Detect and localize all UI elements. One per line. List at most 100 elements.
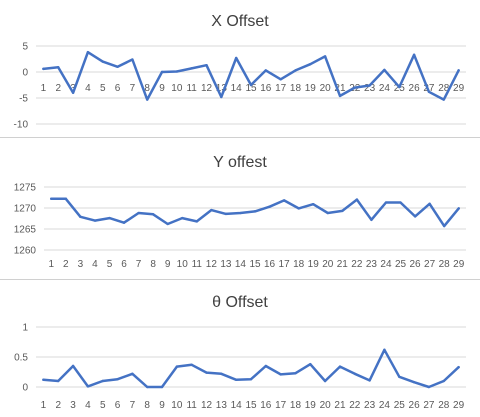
x-tick-label: 15 xyxy=(245,400,257,411)
x-tick-label: 17 xyxy=(275,83,287,94)
y-tick-label: 0 xyxy=(22,383,28,394)
data-point xyxy=(65,198,67,200)
x-tick-label: 10 xyxy=(171,400,183,411)
x-tick-label: 1 xyxy=(48,259,54,270)
x-tick-label: 18 xyxy=(293,259,305,270)
x-tick-label: 8 xyxy=(150,259,156,270)
x-tick-label: 6 xyxy=(115,400,121,411)
data-point xyxy=(339,365,341,367)
data-point xyxy=(297,207,299,209)
data-point xyxy=(383,349,385,351)
data-point xyxy=(166,223,168,225)
data-point xyxy=(181,217,183,219)
data-point xyxy=(87,385,89,387)
data-point xyxy=(413,54,415,56)
x-tick-label: 18 xyxy=(290,400,302,411)
x-tick-label: 2 xyxy=(55,83,61,94)
data-point xyxy=(370,219,372,221)
x-tick-label: 18 xyxy=(290,83,302,94)
data-point xyxy=(428,203,430,205)
x-tick-label: 9 xyxy=(165,259,171,270)
data-point xyxy=(398,86,400,88)
data-point xyxy=(190,67,192,69)
x-tick-label: 21 xyxy=(334,400,346,411)
data-point xyxy=(146,386,148,388)
theta-offset-chart: θ Offset 10.501 2 3 4 5 6 7 8 9 10 11 12 13 14 15 16 17 1… xyxy=(14,294,466,411)
x-tick-label: 2 xyxy=(55,400,61,411)
series-line xyxy=(43,350,458,387)
x-tick-label: 5 xyxy=(100,83,106,94)
x-tick-label: 25 xyxy=(395,259,407,270)
x-tick-label: 14 xyxy=(235,259,247,270)
x-tick-label: 3 xyxy=(78,259,84,270)
data-point xyxy=(457,69,459,71)
chart-title: X Offset xyxy=(211,13,269,30)
x-tick-label: 3 xyxy=(70,400,76,411)
data-point xyxy=(254,210,256,212)
x-tick-label: 24 xyxy=(379,83,391,94)
x-tick-label: 16 xyxy=(260,400,272,411)
y-tick-label: 0.5 xyxy=(14,353,28,364)
data-point xyxy=(324,380,326,382)
data-point xyxy=(116,66,118,68)
x-tick-label: 17 xyxy=(279,259,291,270)
x-tick-label: 20 xyxy=(320,400,332,411)
data-point xyxy=(235,379,237,381)
x-tick-label: 23 xyxy=(366,259,378,270)
x-tick-label: 8 xyxy=(144,400,150,411)
x-offset-chart: X Offset 50-5-101 2 3 4 5 6 7 8 9 10 11 12 13 14 15 16 1… xyxy=(14,13,466,131)
data-point xyxy=(341,210,343,212)
data-point xyxy=(279,373,281,375)
x-tick-label: 11 xyxy=(186,83,197,94)
x-tick-label: 17 xyxy=(275,400,287,411)
x-tick-label: 5 xyxy=(107,259,113,270)
data-point xyxy=(443,380,445,382)
data-point xyxy=(42,379,44,381)
x-tick-label: 4 xyxy=(92,259,98,270)
data-point xyxy=(72,92,74,94)
data-point xyxy=(123,222,125,224)
y-tick-label: 1265 xyxy=(14,225,37,236)
data-point xyxy=(108,217,110,219)
data-point xyxy=(250,84,252,86)
x-tick-label: 7 xyxy=(136,259,142,270)
x-tick-label: 16 xyxy=(264,259,276,270)
x-tick-label: 11 xyxy=(186,400,197,411)
x-tick-label: 7 xyxy=(130,400,136,411)
x-tick-label: 15 xyxy=(249,259,261,270)
data-point xyxy=(57,380,59,382)
x-tick-label: 24 xyxy=(380,259,392,270)
data-point xyxy=(413,381,415,383)
x-tick-label: 9 xyxy=(159,83,165,94)
x-tick-label: 10 xyxy=(177,259,189,270)
x-tick-label: 1 xyxy=(41,83,47,94)
data-point xyxy=(354,86,356,88)
data-point xyxy=(443,225,445,227)
x-tick-label: 14 xyxy=(231,400,243,411)
x-tick-label: 12 xyxy=(201,400,213,411)
data-point xyxy=(190,364,192,366)
data-point xyxy=(176,70,178,72)
x-tick-label: 16 xyxy=(260,83,272,94)
data-point xyxy=(102,380,104,382)
data-point xyxy=(205,371,207,373)
data-point xyxy=(312,203,314,205)
data-point xyxy=(72,365,74,367)
y-tick-label: -10 xyxy=(14,120,29,131)
data-point xyxy=(161,71,163,73)
x-tick-label: 10 xyxy=(171,83,183,94)
x-tick-label: 21 xyxy=(337,259,349,270)
x-tick-label: 25 xyxy=(394,400,406,411)
data-point xyxy=(398,376,400,378)
data-point xyxy=(220,373,222,375)
data-point xyxy=(235,57,237,59)
x-tick-label: 4 xyxy=(85,400,91,411)
x-tick-label: 20 xyxy=(322,259,334,270)
chart-title: θ Offset xyxy=(212,294,268,311)
data-point xyxy=(196,220,198,222)
x-tick-label: 1 xyxy=(41,400,47,411)
data-point xyxy=(225,213,227,215)
data-point xyxy=(457,366,459,368)
data-point xyxy=(356,198,358,200)
